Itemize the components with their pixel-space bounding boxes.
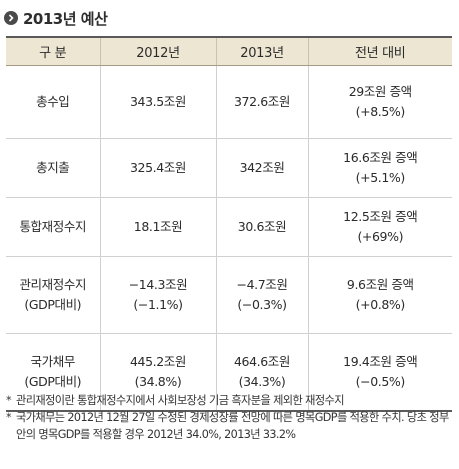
value-2013: 372.6조원 bbox=[215, 65, 308, 139]
header-2012: 2012년 bbox=[99, 37, 216, 66]
header-category: 구 분 bbox=[6, 37, 100, 66]
value-change: 12.5조원 증액 (+69%) bbox=[307, 197, 452, 257]
header-change: 전년 대비 bbox=[307, 37, 452, 66]
footnote-mark: * bbox=[6, 394, 12, 407]
value-2013: 342조원 bbox=[215, 138, 308, 198]
footnote-text: 국가채무는 2012년 12월 27일 수정된 경제성장률 전망에 따른 명목G… bbox=[16, 411, 449, 441]
table-row: 총수입 343.5조원 372.6조원 29조원 증액 (+8.5%) bbox=[6, 65, 452, 139]
page-title: 2013년 예산 bbox=[23, 9, 108, 28]
value-2013: 464.6조원 (34.3%) bbox=[215, 333, 308, 411]
value-2012: 325.4조원 bbox=[99, 138, 216, 198]
row-label: 통합재정수지 bbox=[6, 197, 100, 257]
section-title: 2013년 예산 bbox=[4, 8, 108, 28]
value-change: 9.6조원 증액 (+0.8%) bbox=[307, 256, 452, 334]
footnote: * 관리재정이란 통합재정수지에서 사회보장성 기금 흑자분을 제외한 재정수지 bbox=[6, 392, 456, 409]
row-label: 국가채무 (GDP대비) bbox=[6, 333, 100, 411]
table-row: 총지출 325.4조원 342조원 16.6조원 증액 (+5.1%) bbox=[6, 138, 452, 198]
row-label: 관리재정수지 (GDP대비) bbox=[6, 256, 100, 334]
table-row: 국가채무 (GDP대비) 445.2조원 (34.8%) 464.6조원 (34.3%… bbox=[6, 333, 452, 411]
footnote-mark: * bbox=[6, 411, 12, 424]
footnotes: * 관리재정이란 통합재정수지에서 사회보장성 기금 흑자분을 제외한 재정수지… bbox=[6, 392, 456, 443]
budget-table: 구 분 2012년 2013년 전년 대비 총수입 343.5조원 372.6조… bbox=[6, 36, 452, 412]
value-2013: 30.6조원 bbox=[215, 197, 308, 257]
value-change: 16.6조원 증액 (+5.1%) bbox=[307, 138, 452, 198]
value-2012: −14.3조원 (−1.1%) bbox=[99, 256, 216, 334]
value-change: 29조원 증액 (+8.5%) bbox=[307, 65, 452, 139]
value-2013: −4.7조원 (−0.3%) bbox=[215, 256, 308, 334]
value-2012: 445.2조원 (34.8%) bbox=[99, 333, 216, 411]
table-row: 관리재정수지 (GDP대비) −14.3조원 (−1.1%) −4.7조원 (−0.3… bbox=[6, 256, 452, 334]
row-label: 총수입 bbox=[6, 65, 100, 139]
table-header-row: 구 분 2012년 2013년 전년 대비 bbox=[6, 37, 452, 66]
chevron-right-circle-icon bbox=[4, 11, 18, 25]
value-2012: 18.1조원 bbox=[99, 197, 216, 257]
header-2013: 2013년 bbox=[215, 37, 308, 66]
table-row: 통합재정수지 18.1조원 30.6조원 12.5조원 증액 (+69%) bbox=[6, 197, 452, 257]
row-label: 총지출 bbox=[6, 138, 100, 198]
value-change: 19.4조원 증액 (−0.5%) bbox=[307, 333, 452, 411]
value-2012: 343.5조원 bbox=[99, 65, 216, 139]
footnote-text: 관리재정이란 통합재정수지에서 사회보장성 기금 흑자분을 제외한 재정수지 bbox=[16, 394, 345, 407]
footnote: * 국가채무는 2012년 12월 27일 수정된 경제성장률 전망에 따른 명… bbox=[6, 409, 456, 443]
